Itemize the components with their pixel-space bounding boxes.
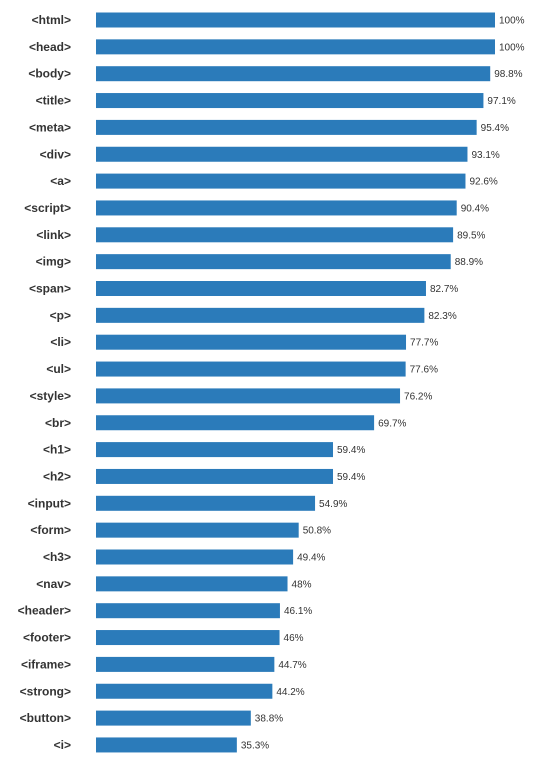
category-label: <button>: [20, 711, 71, 725]
category-label: <form>: [30, 523, 71, 537]
bar: [96, 388, 401, 404]
bar: [96, 495, 316, 511]
bar: [96, 442, 334, 458]
bar: [96, 630, 280, 646]
category-label: <html>: [32, 13, 71, 27]
category-label: <h1>: [43, 443, 71, 457]
value-label: 82.3%: [428, 311, 456, 322]
value-label: 93.1%: [471, 150, 499, 161]
value-label: 46%: [284, 633, 304, 644]
value-label: 77.7%: [410, 338, 438, 349]
category-label: <script>: [24, 201, 71, 215]
bar: [96, 468, 334, 484]
bar: [96, 307, 425, 323]
value-label: 50.8%: [303, 526, 331, 537]
value-label: 90.4%: [461, 203, 489, 214]
category-label: <input>: [28, 496, 71, 510]
value-label: 95.4%: [481, 123, 509, 134]
value-labels: 100% 100% 98.8% 97.1% 95.4% 93.1% 92.6% 90.4% 89…: [241, 16, 525, 752]
value-label: 69.7%: [378, 418, 406, 429]
bar: [96, 254, 451, 270]
bar: [96, 656, 275, 672]
category-label: <img>: [36, 255, 71, 269]
category-label: <i>: [54, 738, 71, 752]
bar: [96, 415, 375, 431]
category-label: <strong>: [20, 684, 71, 698]
value-label: 49.4%: [297, 553, 325, 564]
value-label: 98.8%: [494, 69, 522, 80]
bar: [96, 12, 495, 28]
value-label: 77.6%: [410, 365, 438, 376]
bar: [96, 119, 477, 135]
value-label: 97.1%: [487, 96, 515, 107]
category-label: <footer>: [23, 631, 71, 645]
value-label: 38.8%: [255, 714, 283, 725]
category-label: <li>: [50, 335, 71, 349]
value-label: 44.2%: [276, 687, 304, 698]
category-label: <ul>: [46, 362, 71, 376]
value-label: 88.9%: [455, 257, 483, 268]
category-labels: <html> <head> <body> <title> <meta> <div> <a> <…: [18, 13, 71, 752]
category-label: <title>: [36, 94, 71, 108]
bar: [96, 522, 299, 538]
category-label: <header>: [18, 604, 71, 618]
category-label: <iframe>: [21, 657, 71, 671]
category-label: <nav>: [36, 577, 71, 591]
value-label: 59.4%: [337, 445, 365, 456]
category-label: <a>: [50, 174, 71, 188]
value-label: 92.6%: [469, 177, 497, 188]
value-label: 48%: [292, 579, 312, 590]
bar: [96, 281, 426, 296]
value-label: 76.2%: [404, 391, 432, 402]
category-label: <head>: [29, 40, 71, 54]
bar: [96, 39, 495, 55]
value-label: 59.4%: [337, 472, 365, 483]
bar: [96, 93, 484, 109]
category-label: <meta>: [29, 120, 71, 134]
category-label: <h2>: [43, 469, 71, 483]
category-label: <div>: [40, 147, 71, 161]
value-label: 82.7%: [430, 284, 458, 295]
bar: [96, 227, 454, 243]
value-label: 54.9%: [319, 499, 347, 510]
category-label: <br>: [45, 416, 71, 430]
value-label: 35.3%: [241, 740, 269, 751]
bar: [96, 576, 288, 592]
category-label: <p>: [50, 308, 71, 322]
bar: [96, 146, 468, 162]
category-label: <style>: [30, 389, 71, 403]
bar: [96, 737, 237, 753]
value-label: 100%: [499, 42, 525, 53]
bars: [96, 12, 495, 753]
value-label: 100%: [499, 16, 525, 27]
value-label: 89.5%: [457, 230, 485, 241]
bar: [96, 361, 406, 377]
bar: [96, 549, 294, 565]
value-label: 44.7%: [278, 660, 306, 671]
bar: [96, 603, 280, 619]
bar: [96, 173, 466, 189]
bar: [96, 66, 491, 82]
value-label: 46.1%: [284, 606, 312, 617]
category-label: <span>: [29, 282, 71, 296]
category-label: <body>: [28, 67, 71, 81]
bar: [96, 710, 251, 726]
category-label: <link>: [36, 228, 71, 242]
bar: [96, 334, 407, 350]
bar: [96, 200, 457, 216]
category-label: <h3>: [43, 550, 71, 564]
bar: [96, 683, 273, 699]
